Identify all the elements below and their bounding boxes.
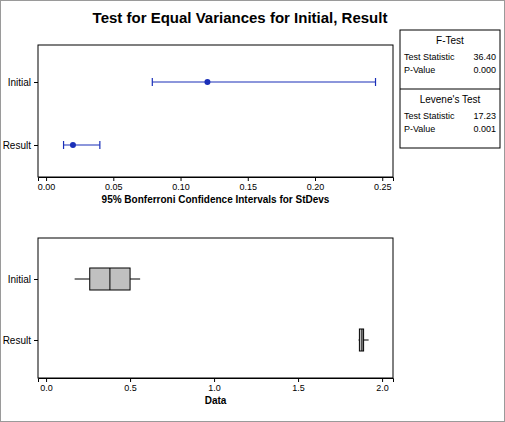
ci-point (70, 142, 76, 148)
x-tick: 2.0 (376, 378, 389, 393)
whisker-high (130, 279, 140, 280)
x-tick-label: 0.00 (38, 182, 56, 192)
x-tick: 0.10 (172, 177, 190, 192)
marks (75, 268, 369, 351)
y-tick: Initial (8, 77, 38, 88)
x-tick: 0.20 (307, 177, 325, 192)
x-axis-line (39, 379, 394, 383)
x-tick-mark (214, 378, 215, 382)
median (361, 329, 362, 351)
test-row-value: 36.40 (473, 52, 496, 62)
test-row-label: P-Value (404, 124, 435, 134)
y-tick-label: Result (3, 140, 32, 151)
x-axis-title: Data (205, 395, 227, 406)
stats-divider (400, 89, 500, 90)
panel-1: 0.0 0.5 1.0 1.5 2.0 Initial Result Data (3, 238, 394, 406)
x-tick-label: 0.05 (105, 182, 123, 192)
y-tick-label: Result (3, 335, 32, 346)
test-row-value: 0.001 (473, 124, 496, 134)
chart: Test for Equal Variances for Initial, Re… (0, 0, 505, 422)
box (359, 329, 363, 351)
x-axis-line (39, 178, 394, 182)
x-tick-mark (181, 177, 182, 181)
x-tick-label: 1.0 (208, 383, 221, 393)
ci-upper-cap (375, 78, 376, 86)
title: Test for Equal Variances for Initial, Re… (93, 9, 388, 26)
marks (64, 78, 376, 149)
x-axis-title: 95% Bonferroni Confidence Intervals for … (102, 194, 330, 205)
x-tick-mark (382, 378, 383, 382)
y-tick-mark (34, 145, 38, 146)
x-tick-mark (298, 378, 299, 382)
x-tick-label: 0.5 (124, 383, 137, 393)
test-row-label: Test Statistic (404, 52, 455, 62)
x-tick-label: 1.5 (292, 383, 305, 393)
y-tick-mark (34, 279, 38, 280)
x-tick: 0.5 (124, 378, 137, 393)
y-tick: Result (3, 335, 38, 346)
ci-line (64, 144, 100, 145)
ci-line (152, 81, 375, 82)
stats-box: F-Test Test Statistic 36.40 P-Value 0.000 Lev… (400, 30, 500, 148)
x-tick-label: 2.0 (376, 383, 389, 393)
test-row-value: 0.000 (473, 65, 496, 75)
x-axis: 0.0 0.5 1.0 1.5 2.0 (39, 378, 394, 393)
y-tick-mark (34, 82, 38, 83)
y-tick-mark (34, 340, 38, 341)
x-tick-label: 0.20 (307, 182, 325, 192)
x-tick-mark (382, 177, 383, 181)
stats-frame (400, 30, 500, 148)
x-tick: 0.0 (40, 378, 53, 393)
x-tick: 0.25 (374, 177, 392, 192)
y-tick-label: Initial (8, 77, 31, 88)
y-tick-label: Initial (8, 274, 31, 285)
x-axis: 0.00 0.05 0.10 0.15 0.20 0.25 (38, 177, 394, 192)
median (109, 268, 110, 290)
box (90, 268, 130, 290)
x-tick-label: 0.15 (240, 182, 258, 192)
x-tick: 0.05 (105, 177, 123, 192)
plot-frame (38, 45, 393, 177)
whisker-low (75, 279, 90, 280)
outer-border (1, 1, 505, 422)
test-name: Levene's Test (420, 94, 481, 105)
x-tick: 0.15 (240, 177, 258, 192)
ci-lower-cap (152, 78, 153, 86)
test-row-value: 17.23 (473, 111, 496, 121)
test-row-label: P-Value (404, 65, 435, 75)
y-tick: Result (3, 140, 38, 151)
whisker-high (364, 340, 369, 341)
x-tick-mark (315, 177, 316, 181)
x-tick-mark (113, 177, 114, 181)
x-tick-label: 0.10 (172, 182, 190, 192)
ci-point (204, 79, 210, 85)
x-tick: 1.0 (208, 378, 221, 393)
x-tick-label: 0.25 (374, 182, 392, 192)
ci-lower-cap (63, 141, 64, 149)
x-tick: 0.00 (38, 177, 56, 192)
panel-0: 0.00 0.05 0.10 0.15 0.20 0.25 Initial Result 95%… (3, 45, 394, 205)
x-tick-label: 0.0 (40, 383, 53, 393)
y-tick: Initial (8, 274, 38, 285)
test-name: F-Test (436, 35, 464, 46)
x-tick: 1.5 (292, 378, 305, 393)
x-tick-mark (46, 177, 47, 181)
test-row-label: Test Statistic (404, 111, 455, 121)
y-axis: Initial Result (3, 274, 38, 346)
x-tick-mark (46, 378, 47, 382)
plot-frame (38, 238, 393, 378)
x-tick-mark (130, 378, 131, 382)
ci-upper-cap (99, 141, 100, 149)
y-axis: Initial Result (3, 77, 38, 151)
x-tick-mark (248, 177, 249, 181)
